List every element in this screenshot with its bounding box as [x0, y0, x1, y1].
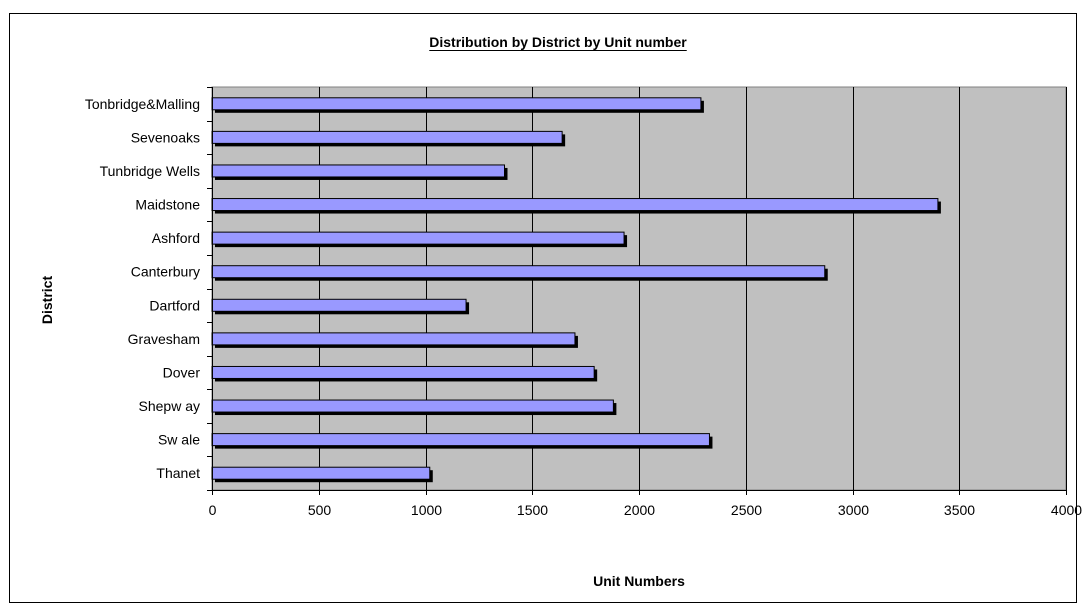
x-tick-label: 1500	[517, 502, 548, 518]
x-axis-title: Unit Numbers	[593, 573, 685, 589]
y-tick-label: Sw ale	[158, 432, 200, 448]
bar	[211, 97, 702, 111]
bars	[211, 97, 941, 483]
y-tick-label: Sevenoaks	[131, 129, 200, 145]
x-tick-label: 4000	[1051, 502, 1082, 518]
bar	[211, 198, 939, 212]
bar	[211, 399, 614, 413]
axes: Tonbridge&Malling Sevenoaks Tunbridge Well…	[85, 87, 1082, 518]
y-tick-label: Tunbridge Wells	[100, 163, 200, 179]
y-tick-label: Gravesham	[128, 331, 200, 347]
bar	[211, 298, 467, 312]
x-tick-label: 500	[308, 502, 332, 518]
y-tick-label: Maidstone	[135, 197, 200, 213]
bar	[211, 265, 826, 279]
x-tick-label: 1000	[411, 502, 442, 518]
y-tick-label: Ashford	[152, 230, 200, 246]
x-tick-label: 3500	[944, 502, 975, 518]
x-tick-label: 0	[209, 502, 217, 518]
y-axis-title: District	[39, 276, 55, 325]
x-tick-label: 3000	[838, 502, 869, 518]
x-tick-label: 2500	[731, 502, 762, 518]
bar	[211, 466, 431, 480]
bar	[211, 332, 576, 346]
y-tick-label: Thanet	[156, 465, 200, 481]
y-tick-label: Dartford	[149, 297, 200, 313]
bar	[211, 164, 505, 178]
gridlines	[319, 87, 1067, 490]
x-tick-label: 2000	[624, 502, 655, 518]
y-tick-label: Canterbury	[131, 264, 200, 280]
bar	[211, 231, 625, 245]
chart-title: Distribution by District by Unit number	[429, 34, 687, 50]
y-tick-label: Dover	[163, 364, 201, 380]
y-tick-label: Tonbridge&Malling	[85, 96, 200, 112]
y-tick-label: Shepw ay	[139, 398, 200, 414]
bar	[211, 130, 563, 144]
bar	[211, 433, 710, 447]
bar	[211, 365, 595, 379]
